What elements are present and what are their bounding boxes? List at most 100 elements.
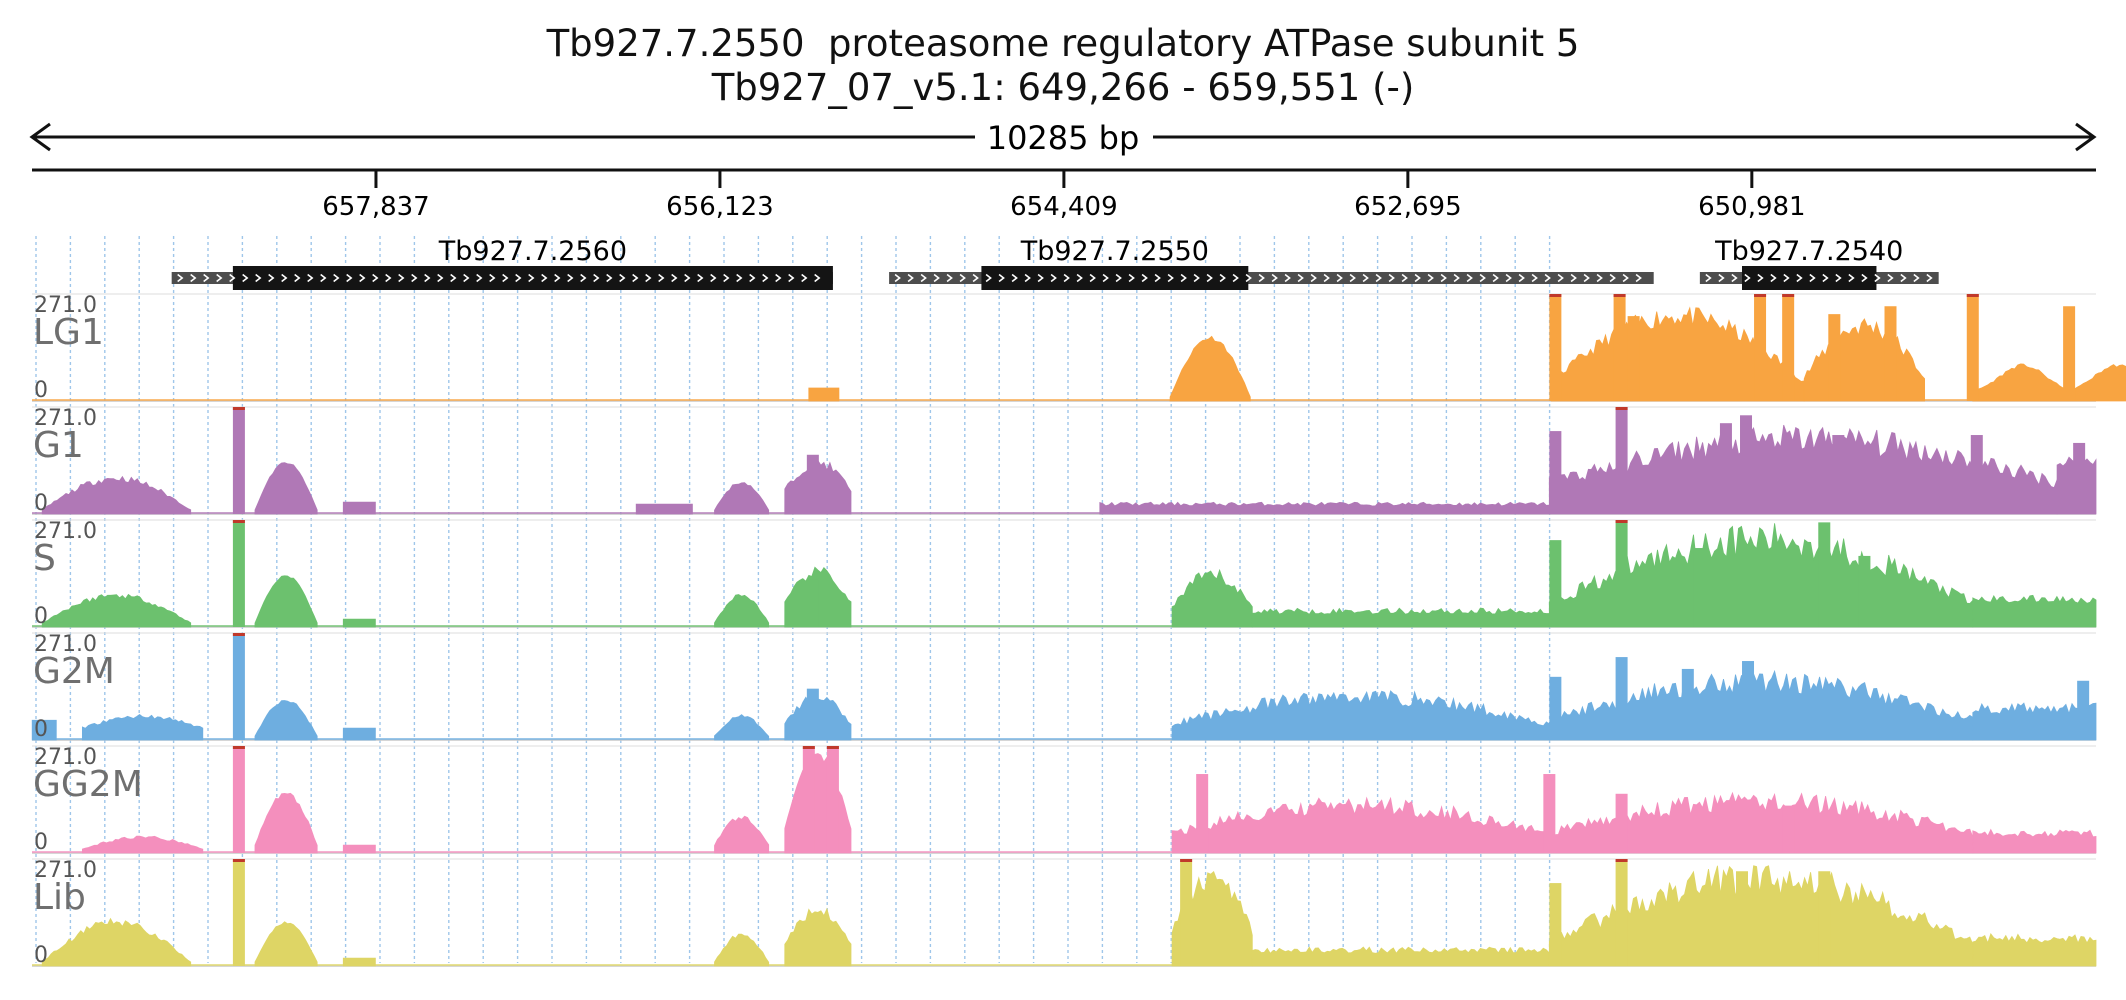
coverage-spike bbox=[1543, 774, 1556, 853]
chevron-icon bbox=[1531, 273, 1538, 283]
gene-label: Tb927.7.2540 bbox=[1714, 236, 1903, 267]
background-coverage bbox=[32, 738, 2096, 740]
track-lg1: 271.0 0 LG1 bbox=[32, 293, 2126, 403]
coverage-spike bbox=[1693, 548, 1706, 627]
x-axis-ticks: 657,837 656,123 654,409 652,695 650,981 bbox=[322, 170, 1806, 222]
coverage-spike bbox=[1613, 294, 1626, 401]
track-scale-max: 271.0 bbox=[34, 519, 97, 544]
chevron-icon bbox=[985, 273, 992, 283]
coverage-spike bbox=[1782, 294, 1795, 401]
coverage-segment bbox=[1548, 523, 1974, 628]
chevron-icon bbox=[775, 273, 782, 283]
coverage-spike bbox=[1884, 306, 1897, 401]
chevron-icon bbox=[1284, 273, 1291, 283]
chevron-icon bbox=[567, 273, 574, 283]
clip-marker bbox=[1615, 520, 1628, 523]
chevron-icon bbox=[671, 273, 678, 283]
chevron-icon bbox=[1089, 273, 1096, 283]
coverage-segment bbox=[714, 482, 770, 515]
chevron-icon bbox=[476, 273, 483, 283]
chevron-icon bbox=[1466, 273, 1473, 283]
track-scale-max: 271.0 bbox=[34, 293, 97, 318]
coverage-segment bbox=[81, 835, 204, 854]
track-scale-min: 0 bbox=[34, 830, 48, 855]
clip-marker bbox=[1615, 407, 1628, 410]
chevron-icon bbox=[1770, 273, 1777, 283]
track-g1: 271.0 0 G1 bbox=[32, 406, 2097, 516]
track-name: S bbox=[33, 538, 56, 579]
coverage-spike bbox=[1627, 316, 1640, 401]
coverage-spike bbox=[806, 688, 819, 740]
coverage-segment bbox=[342, 618, 376, 628]
span-label: 10285 bp bbox=[987, 119, 1140, 157]
chevron-icon bbox=[1375, 273, 1382, 283]
coverage-segment bbox=[1169, 335, 1251, 402]
track-scale-min: 0 bbox=[34, 717, 48, 742]
coverage-segment bbox=[41, 475, 192, 515]
chevron-icon bbox=[190, 273, 197, 283]
gene-annotation-track: Tb927.7.2560 Tb927.7.2550 Tb927.7.2540 bbox=[171, 236, 1939, 290]
chevron-icon bbox=[541, 273, 548, 283]
chevron-icon bbox=[1297, 273, 1304, 283]
chevron-icon bbox=[424, 273, 431, 283]
chevron-icon bbox=[229, 273, 236, 283]
chevron-icon bbox=[697, 273, 704, 283]
chevron-icon bbox=[1505, 273, 1512, 283]
coverage-spike bbox=[802, 746, 815, 853]
background-coverage bbox=[32, 512, 2096, 514]
track-name: Lib bbox=[33, 877, 86, 918]
chevron-icon bbox=[593, 273, 600, 283]
coverage-segment bbox=[41, 917, 192, 967]
coverage-spike bbox=[1966, 294, 1979, 401]
coverage-spike bbox=[826, 746, 839, 853]
track-name: LG1 bbox=[33, 312, 104, 353]
chevron-icon bbox=[333, 273, 340, 283]
chevron-icon bbox=[1705, 273, 1712, 283]
chevron-icon bbox=[1102, 273, 1109, 283]
clip-marker bbox=[232, 407, 245, 410]
coverage-segment bbox=[31, 719, 57, 741]
coverage-spike bbox=[2073, 442, 2086, 514]
chevron-icon bbox=[1011, 273, 1018, 283]
coverage-segment bbox=[714, 714, 770, 741]
chevron-icon bbox=[1323, 273, 1330, 283]
span-arrow-left bbox=[29, 122, 51, 152]
chevron-icon bbox=[411, 273, 418, 283]
clip-marker bbox=[232, 746, 245, 749]
chevron-icon bbox=[1492, 273, 1499, 283]
coverage-spike bbox=[1754, 294, 1767, 401]
coverage-segment bbox=[635, 503, 693, 515]
x-tick-label: 652,695 bbox=[1354, 192, 1462, 222]
chevron-icon bbox=[1557, 273, 1564, 283]
chevron-icon bbox=[946, 273, 953, 283]
background-coverage bbox=[32, 851, 2096, 853]
track-scale-min: 0 bbox=[34, 943, 48, 968]
chevron-icon bbox=[320, 273, 327, 283]
coverage-spike bbox=[1615, 520, 1628, 627]
chevron-icon bbox=[359, 273, 366, 283]
track-scale-min: 0 bbox=[34, 491, 48, 516]
coverage-spike bbox=[2077, 680, 2090, 740]
coverage-segment bbox=[1972, 828, 2097, 854]
coverage-segment bbox=[1803, 318, 1926, 402]
chevron-icon bbox=[177, 273, 184, 283]
chevron-icon bbox=[1219, 273, 1226, 283]
chevron-icon bbox=[710, 273, 717, 283]
chevron-icon bbox=[1349, 273, 1356, 283]
clip-marker bbox=[1966, 294, 1979, 297]
coverage-segment bbox=[1171, 568, 1253, 628]
chevron-icon bbox=[1796, 273, 1803, 283]
chevron-icon bbox=[1050, 273, 1057, 283]
chevron-icon bbox=[1596, 273, 1603, 283]
chevron-icon bbox=[1336, 273, 1343, 283]
coverage-segment bbox=[784, 753, 852, 854]
clip-marker bbox=[232, 859, 245, 862]
coverage-segment bbox=[81, 714, 204, 741]
span-arrow-right bbox=[2075, 122, 2097, 152]
chevron-icon bbox=[372, 273, 379, 283]
coverage-spike bbox=[1681, 668, 1694, 740]
chevron-icon bbox=[216, 273, 223, 283]
chevron-icon bbox=[385, 273, 392, 283]
coverage-segment bbox=[1972, 932, 2097, 967]
clip-marker bbox=[826, 746, 839, 749]
